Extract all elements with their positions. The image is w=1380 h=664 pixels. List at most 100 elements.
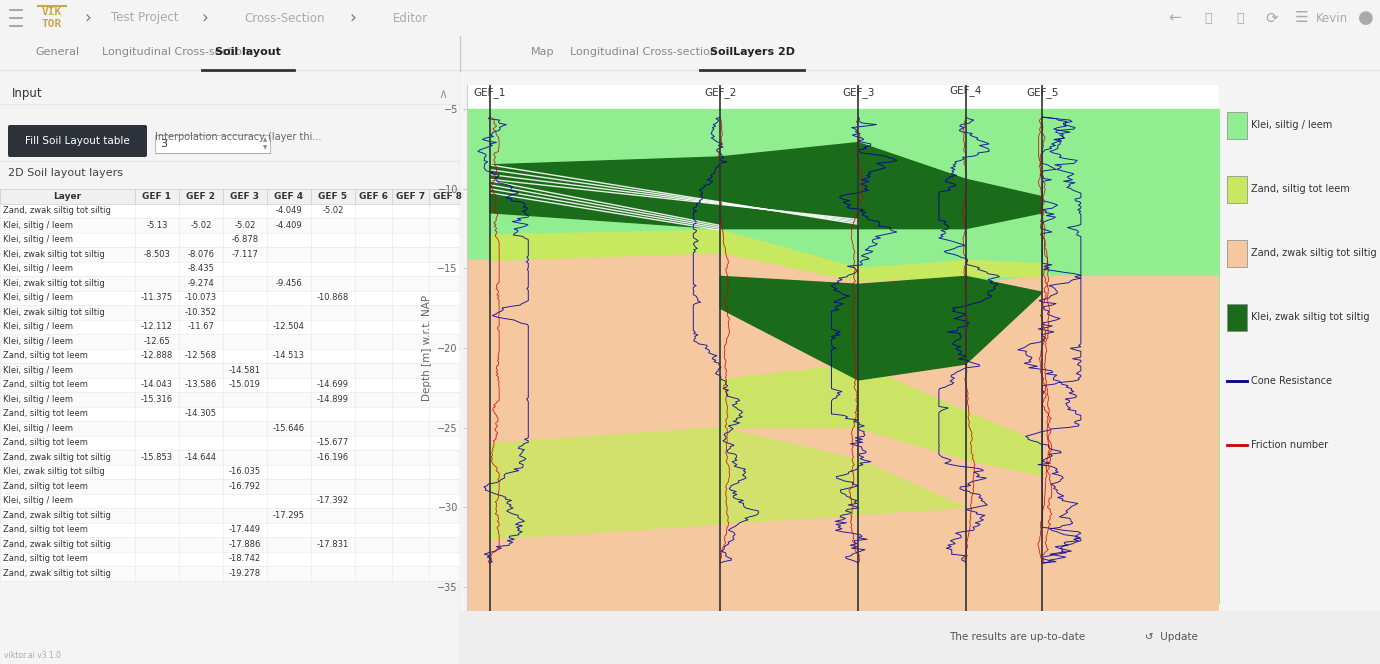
- Text: -15.316: -15.316: [141, 395, 172, 404]
- Text: Zand, siltig tot leem: Zand, siltig tot leem: [3, 409, 88, 418]
- Text: Klei, zwak siltig tot siltig: Klei, zwak siltig tot siltig: [1250, 311, 1369, 321]
- Text: -14.305: -14.305: [185, 409, 217, 418]
- Text: -5.02: -5.02: [323, 207, 344, 215]
- Text: Zand, zwak siltig tot siltig: Zand, zwak siltig tot siltig: [3, 569, 110, 578]
- Text: -16.792: -16.792: [229, 482, 261, 491]
- Text: Klei, siltig / leem: Klei, siltig / leem: [3, 264, 73, 274]
- Text: Map: Map: [531, 47, 555, 57]
- Text: -12.888: -12.888: [141, 351, 172, 361]
- Text: ⓘ: ⓘ: [1236, 11, 1243, 25]
- Polygon shape: [490, 230, 1042, 281]
- Text: -4.409: -4.409: [276, 220, 302, 230]
- Text: Kevin: Kevin: [1317, 11, 1348, 25]
- Text: Friction number: Friction number: [1250, 440, 1328, 450]
- Text: -5.02: -5.02: [190, 220, 211, 230]
- Text: Longitudinal Cross-section: Longitudinal Cross-section: [102, 47, 248, 57]
- Text: Test Project: Test Project: [112, 11, 179, 25]
- Text: -15.019: -15.019: [229, 380, 261, 389]
- Bar: [1227, 177, 1246, 203]
- Text: Klei, zwak siltig tot siltig: Klei, zwak siltig tot siltig: [3, 279, 105, 288]
- Bar: [0, 291, 502, 305]
- Text: Klei, zwak siltig tot siltig: Klei, zwak siltig tot siltig: [3, 467, 105, 476]
- Text: -11.375: -11.375: [141, 293, 172, 302]
- Bar: [0, 552, 502, 566]
- Text: GEF_1: GEF_1: [473, 87, 506, 98]
- Text: SoilLayers 2D: SoilLayers 2D: [709, 47, 795, 57]
- Text: GEF 5: GEF 5: [319, 192, 348, 201]
- Text: -14.699: -14.699: [317, 380, 349, 389]
- Text: Klei, siltig / leem: Klei, siltig / leem: [3, 293, 73, 302]
- Text: -15.646: -15.646: [273, 424, 305, 433]
- Text: viktor.ai v3.1.0: viktor.ai v3.1.0: [4, 651, 61, 660]
- Text: GEF 8: GEF 8: [433, 192, 462, 201]
- Y-axis label: Depth [m] w.r.t. NAP: Depth [m] w.r.t. NAP: [422, 295, 432, 401]
- Text: -17.886: -17.886: [229, 540, 261, 548]
- Text: ←: ←: [1169, 11, 1181, 25]
- Text: General: General: [34, 47, 79, 57]
- Text: -11.67: -11.67: [188, 322, 214, 331]
- Text: GEF 9: GEF 9: [471, 192, 500, 201]
- Text: ›: ›: [84, 9, 91, 27]
- Text: Klei, siltig / leem: Klei, siltig / leem: [3, 322, 73, 331]
- Text: ∧: ∧: [439, 88, 449, 100]
- Text: Zand, siltig tot leem: Zand, siltig tot leem: [3, 554, 88, 563]
- Text: Zand, zwak siltig tot siltig: Zand, zwak siltig tot siltig: [3, 511, 110, 520]
- Bar: [0, 189, 502, 203]
- Bar: [0, 262, 502, 276]
- Text: The results are up-to-date: The results are up-to-date: [949, 632, 1086, 643]
- Text: -13.586: -13.586: [185, 380, 217, 389]
- Text: -8.503: -8.503: [144, 250, 171, 259]
- Bar: [0, 203, 502, 218]
- Text: -6.878: -6.878: [232, 235, 258, 244]
- Bar: [0, 508, 502, 523]
- Text: -15.853: -15.853: [141, 453, 172, 461]
- Bar: [0, 450, 502, 465]
- Text: -12.504: -12.504: [273, 322, 305, 331]
- Text: ›: ›: [349, 9, 356, 27]
- Text: ⬜: ⬜: [1205, 11, 1212, 25]
- Text: -16.196: -16.196: [317, 453, 349, 461]
- Text: Klei, siltig / leem: Klei, siltig / leem: [3, 337, 73, 346]
- Text: ▼: ▼: [262, 145, 268, 151]
- Text: Zand, siltig tot leem: Zand, siltig tot leem: [1250, 184, 1350, 194]
- Bar: [0, 232, 502, 247]
- Text: Klei, siltig / leem: Klei, siltig / leem: [3, 366, 73, 374]
- Text: -12.112: -12.112: [141, 322, 172, 331]
- Text: -7.117: -7.117: [232, 250, 258, 259]
- Bar: [0, 479, 502, 493]
- Text: -17.831: -17.831: [317, 540, 349, 548]
- Text: Cone Resistance: Cone Resistance: [1250, 376, 1332, 386]
- Text: Zand, zwak siltig tot siltig: Zand, zwak siltig tot siltig: [3, 207, 110, 215]
- Bar: [0, 319, 502, 334]
- Polygon shape: [490, 143, 1042, 228]
- Text: -10.868: -10.868: [317, 293, 349, 302]
- Bar: [0, 363, 502, 378]
- Text: Klei, siltig / leem: Klei, siltig / leem: [3, 220, 73, 230]
- Bar: [0, 305, 502, 319]
- Text: Zand, zwak siltig tot siltig: Zand, zwak siltig tot siltig: [3, 540, 110, 548]
- Text: Editor: Editor: [392, 11, 428, 25]
- Text: Zand, siltig tot leem: Zand, siltig tot leem: [3, 525, 88, 535]
- Text: -12.65: -12.65: [144, 337, 170, 346]
- Text: GEF_5: GEF_5: [1027, 87, 1058, 98]
- Bar: [0, 566, 502, 580]
- Text: Cross-Section: Cross-Section: [244, 11, 326, 25]
- Text: Klei, siltig / leem: Klei, siltig / leem: [3, 235, 73, 244]
- Text: -14.043: -14.043: [141, 380, 172, 389]
- Text: -9.274: -9.274: [188, 279, 214, 288]
- FancyBboxPatch shape: [8, 125, 148, 157]
- Polygon shape: [466, 252, 1219, 611]
- Text: Klei, zwak siltig tot siltig: Klei, zwak siltig tot siltig: [3, 250, 105, 259]
- Text: -14.644: -14.644: [185, 453, 217, 461]
- Text: ›: ›: [201, 9, 208, 27]
- Text: 2D Soil layout layers: 2D Soil layout layers: [8, 168, 123, 178]
- Text: -17.449: -17.449: [229, 525, 261, 535]
- Text: -15.677: -15.677: [317, 438, 349, 448]
- Text: GEF_2: GEF_2: [704, 87, 737, 98]
- Text: Klei, siltig / leem: Klei, siltig / leem: [1250, 120, 1332, 129]
- Text: 3: 3: [160, 139, 167, 149]
- Text: Klei, siltig / leem: Klei, siltig / leem: [3, 395, 73, 404]
- Text: ⟳: ⟳: [1265, 11, 1278, 25]
- Text: -17.295: -17.295: [273, 511, 305, 520]
- Bar: [0, 392, 502, 406]
